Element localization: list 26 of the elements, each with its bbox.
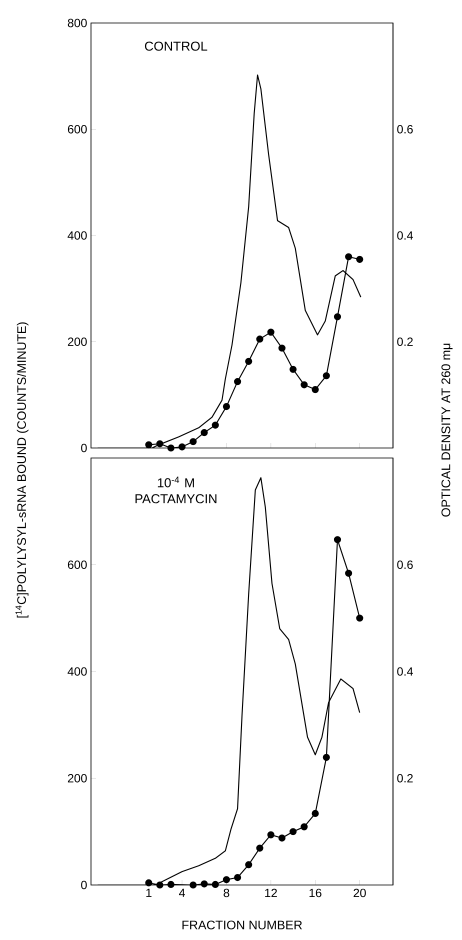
y2-tick-label: 0.2 [397, 338, 413, 346]
x-axis-title: FRACTION NUMBER [182, 920, 302, 930]
y-axis-title: [$^{14}$C]POLYLYSYL-sRNA BOUND (COUNTS/MINUTE) [16, 322, 28, 618]
y-tick-label: 400 [68, 231, 87, 240]
text: CONTROL [144, 42, 208, 51]
y2-axis-title: OPTICAL DENSITY AT 260 mμ [441, 344, 453, 517]
y2-tick-label: 0.4 [397, 667, 413, 676]
y-tick-label: 600 [68, 125, 87, 134]
y-tick-label: 0 [81, 444, 87, 452]
y2-tick-label: 0.6 [397, 125, 413, 134]
y-tick-label: 800 [68, 18, 87, 28]
x-tick-label: 16 [310, 888, 322, 898]
y-tick-label: 400 [68, 667, 87, 676]
y2-tick-label: 0.4 [397, 231, 413, 240]
y2-tick-label: 0.2 [397, 774, 413, 782]
y-tick-label: 200 [68, 338, 87, 346]
x-tick-label: 20 [354, 888, 366, 898]
x-tick-label: 12 [265, 888, 277, 898]
x-tick-label: 4 [179, 888, 186, 897]
y-tick-label: 0 [81, 880, 87, 890]
x-tick-label: 8 [224, 888, 230, 898]
x-tick-label: 1 [146, 888, 152, 897]
text: 10$^{-4}$ M PACTAMYCIN [136, 476, 216, 504]
y-tick-label: 200 [68, 774, 87, 782]
y-tick-label: 600 [68, 560, 87, 569]
y2-tick-label: 0.6 [397, 560, 413, 569]
